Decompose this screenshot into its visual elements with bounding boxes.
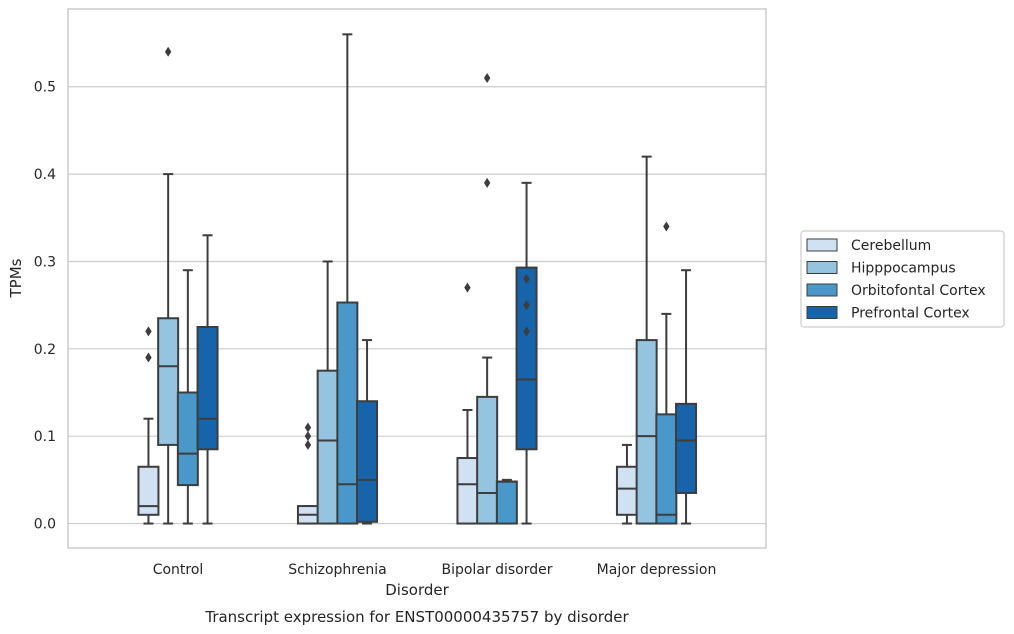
outlier-point [483, 73, 491, 84]
box-body [196, 325, 219, 451]
box-body [515, 266, 538, 451]
legend-entry-label: Hipppocampus [851, 261, 956, 277]
box-hipppocampus [635, 155, 658, 525]
x-tick-label: Major depression [597, 562, 717, 578]
box-prefrontal-cortex [675, 269, 698, 525]
legend-entry-label: Prefrontal Cortex [851, 306, 970, 322]
y-tick-label: 0.3 [34, 254, 56, 270]
x-axis-label: Disorder [385, 581, 449, 599]
box-body [456, 457, 479, 525]
box-hipppocampus [476, 73, 499, 525]
legend-swatch [806, 306, 838, 319]
outlier-point [464, 282, 471, 293]
y-axis-ticks: 0.0 0.1 0.2 0.3 0.4 0.5 [34, 80, 56, 533]
box-body [336, 301, 359, 525]
legend-swatch [806, 283, 838, 297]
box-body [476, 395, 499, 525]
box-cerebellum [137, 326, 160, 525]
box-body [635, 339, 658, 525]
legend: Cerebellum Hipppocampus Orbitofontal Corte… [800, 230, 1005, 328]
box-orbitofontal-cortex [655, 221, 678, 525]
outlier-point [304, 422, 312, 433]
outlier-point [145, 326, 152, 337]
y-tick-label: 0.5 [34, 80, 56, 96]
box-body [655, 413, 678, 525]
outlier-point [663, 221, 670, 232]
box-cerebellum [456, 282, 479, 525]
box-body [495, 480, 518, 525]
box-cerebellum [296, 422, 319, 525]
x-tick-label: Schizophrenia [288, 562, 386, 578]
x-axis-ticks: Control Schizophrenia Bipolar disorder Majo… [153, 562, 717, 578]
box-prefrontal-cortex [196, 234, 219, 525]
box-hipppocampus [157, 46, 180, 525]
outlier-point [523, 273, 530, 284]
outlier-point [523, 326, 530, 337]
box-prefrontal-cortex [356, 339, 379, 525]
x-tick-label: Bipolar disorder [441, 562, 552, 578]
box-orbitofontal-cortex [176, 269, 199, 525]
legend-swatch [806, 261, 838, 274]
legend-frame [800, 230, 1005, 328]
outlier-point [145, 352, 152, 363]
outlier-point [483, 177, 491, 188]
box-body [176, 391, 199, 487]
y-tick-label: 0.2 [34, 342, 56, 358]
box-body [316, 369, 339, 525]
box-body [356, 400, 379, 523]
box-body [137, 465, 160, 516]
legend-swatch [806, 238, 838, 252]
box-orbitofontal-cortex [495, 478, 518, 525]
chart-title: Transcript expression for ENST0000043575… [204, 608, 629, 626]
box-body [157, 317, 180, 446]
y-axis-label: TPMs [7, 258, 25, 298]
x-tick-label: Control [153, 562, 204, 578]
outlier-point [523, 300, 530, 311]
box-body [615, 465, 638, 516]
outlier-point [164, 46, 172, 57]
box-hipppocampus [316, 260, 339, 525]
outlier-point [304, 439, 312, 450]
y-tick-label: 0.0 [34, 517, 56, 533]
box-prefrontal-cortex [515, 181, 538, 525]
box-body [675, 402, 698, 494]
legend-entry-label: Orbitofontal Cortex [851, 283, 986, 299]
box-cerebellum [615, 443, 638, 525]
box-series [137, 33, 698, 525]
y-tick-label: 0.1 [34, 429, 56, 445]
legend-entry-label: Cerebellum [851, 238, 931, 254]
outlier-point [304, 431, 312, 442]
y-tick-label: 0.4 [34, 167, 56, 183]
plot-frame [67, 8, 767, 549]
box-orbitofontal-cortex [336, 33, 359, 525]
